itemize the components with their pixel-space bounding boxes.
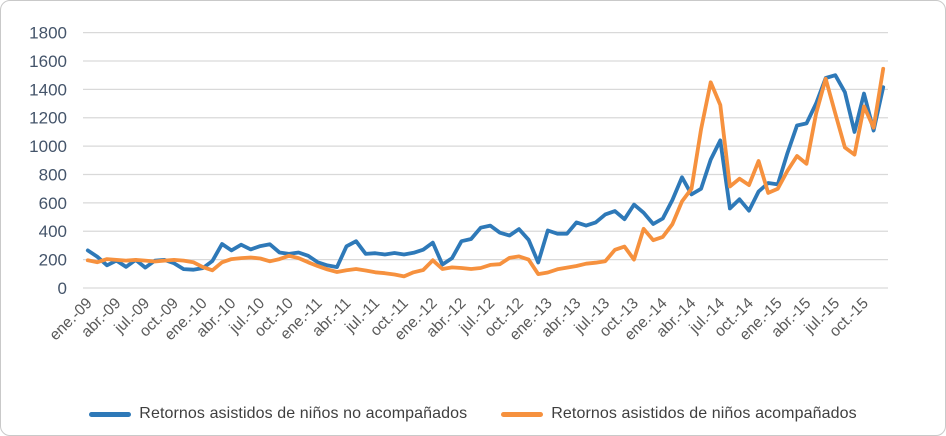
legend-item-acompanados: Retornos asistidos de niños acompañados	[501, 405, 857, 423]
y-tick-label: 1600	[29, 52, 67, 71]
y-tick-label: 200	[39, 251, 67, 270]
legend-label: Retornos asistidos de niños acompañados	[551, 405, 857, 422]
y-tick-label: 0	[58, 279, 67, 298]
gridlines	[83, 31, 888, 289]
y-tick-label: 1800	[29, 24, 67, 43]
series-line-no-acompanados	[85, 73, 886, 272]
y-tick-label: 600	[39, 194, 67, 213]
legend-line-orange-icon	[501, 411, 544, 417]
y-axis-tick-labels: 0 200 400 600 800 1000 1200 1400 1600 1800	[29, 24, 67, 298]
y-tick-label: 1000	[29, 137, 67, 156]
series-line-acompanados	[85, 66, 886, 279]
y-tick-label: 1200	[29, 109, 67, 128]
legend-label: Retornos asistidos de niños no acompañad…	[139, 405, 468, 422]
x-axis-tick-labels: ene.-09abr.-09jul.-09oct.-09ene.-10abr.-…	[46, 295, 871, 344]
y-tick-label: 800	[39, 165, 67, 184]
legend-item-no-acompanados: Retornos asistidos de niños no acompañad…	[89, 405, 467, 423]
y-tick-label: 1400	[29, 80, 67, 99]
y-tick-label: 400	[39, 222, 67, 241]
legend-line-blue-icon	[89, 411, 132, 417]
chart-legend: Retornos asistidos de niños no acompañad…	[1, 405, 945, 423]
